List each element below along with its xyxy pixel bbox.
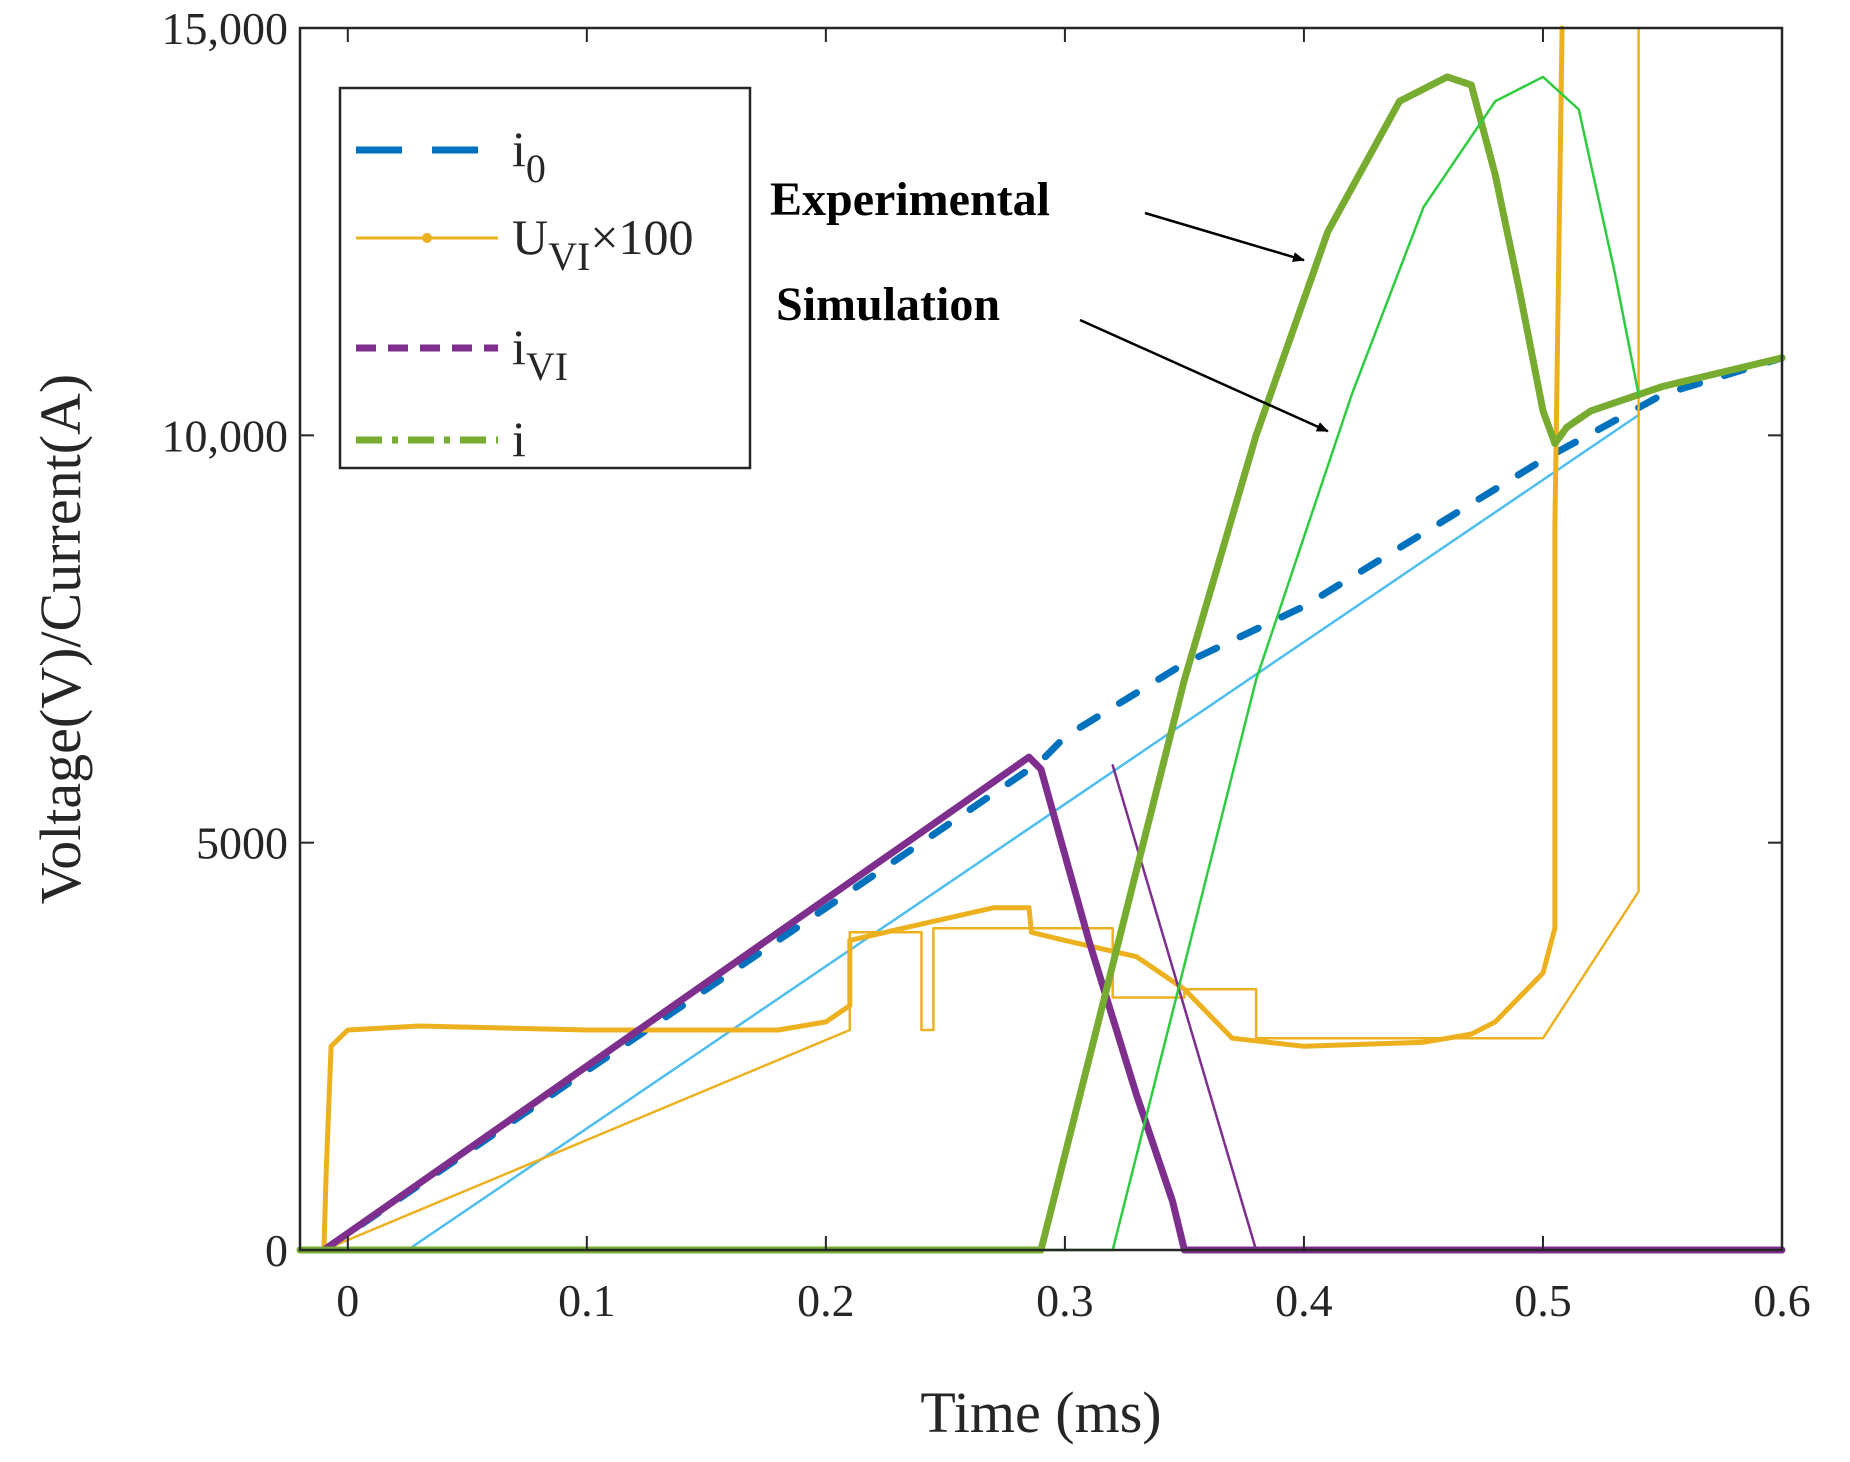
x-tick-label: 0.3 (1036, 1275, 1094, 1326)
legend-label-uvi: UVI×100 (512, 209, 694, 279)
annotation-experimental: Experimental (770, 173, 1050, 226)
x-tick-label: 0.1 (558, 1275, 616, 1326)
y-axis-title: Voltage(V)/Current(A) (28, 374, 93, 904)
plot-frame (298, 26, 1784, 1252)
legend-marker-uvi (422, 233, 432, 243)
y-tick-label: 15,000 (162, 3, 289, 54)
series-i0-experimental (320, 354, 1786, 1254)
x-tick-label: 0.6 (1753, 1275, 1811, 1326)
annotation-arrow-simulation (1079, 318, 1329, 433)
series-ivi-experimental (320, 753, 1786, 1254)
legend: i0 UVI×100 iVI i (338, 86, 752, 470)
y-tick-label: 5000 (196, 818, 288, 869)
x-tick-label: 0 (336, 1275, 359, 1326)
y-tick-label: 10,000 (162, 410, 289, 461)
series-i-simulation (298, 75, 1640, 1252)
axes-layer: 0 0.1 0.2 0.3 0.4 0.5 0.6 0 5000 10,000 15,000 Time… (28, 3, 1811, 1445)
annotation-simulation: Simulation (776, 278, 1000, 331)
x-tick-label: 0.5 (1514, 1275, 1572, 1326)
y-tick-label: 0 (265, 1225, 288, 1276)
x-tick-label: 0.4 (1275, 1275, 1333, 1326)
annotations: Experimental Simulation (770, 173, 1329, 433)
legend-label-ivi: iVI (512, 319, 568, 389)
series-layer (296, 25, 1786, 1254)
series-i0-simulation (406, 413, 1640, 1252)
legend-label-i: i (512, 411, 526, 467)
x-tick-label: 0.2 (797, 1275, 855, 1326)
annotation-arrow-experimental (1144, 211, 1305, 262)
series-i-experimental (296, 73, 1786, 1254)
series-uvi100-experimental (321, 25, 1565, 1253)
legend-box (338, 86, 752, 470)
x-axis-title: Time (ms) (920, 1380, 1161, 1445)
series-ivi-simulation (1111, 764, 1258, 1252)
legend-label-i0: i0 (512, 121, 546, 191)
